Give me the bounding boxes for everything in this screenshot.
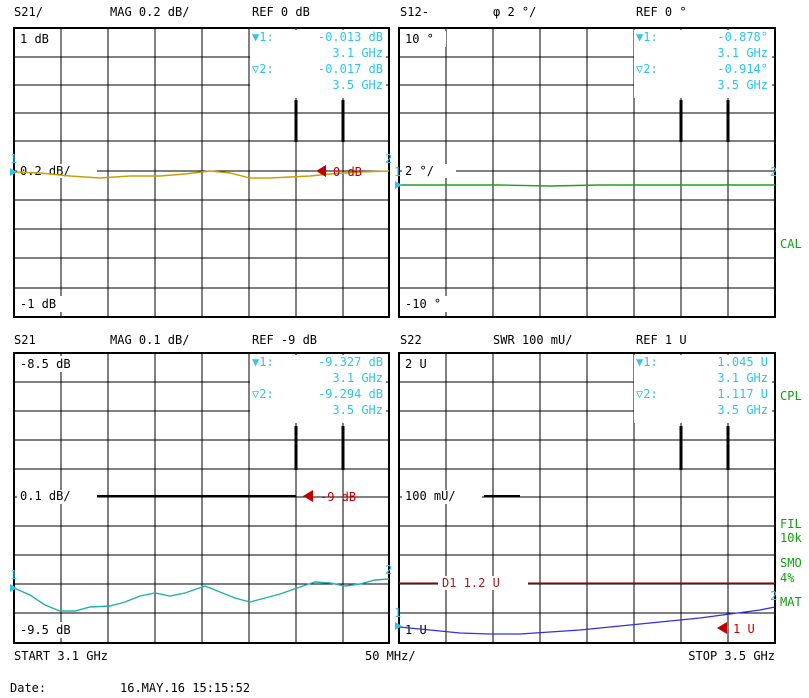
marker2-label: ▽2: [252,62,274,76]
panel-format: SWR 100 mU/ [493,333,572,347]
panel-s21-mag-fine: S21 MAG 0.1 dB/ REF -9 dB -8.5 dB -9.5 d… [10,333,392,644]
marker1-value: -0.878° [717,30,768,44]
panel-format: φ 2 °/ [493,5,536,19]
marker1-value: -9.327 dB [318,355,383,369]
date-value: 16.MAY.16 15:15:52 [120,681,250,695]
marker1-label: ▼1: [252,355,274,369]
panel-s12-phase: S12- φ 2 °/ REF 0 ° 10 ° -10 ° ▼1: -0.87… [394,5,777,318]
marker2-label: ▽2: [636,62,658,76]
side-label-fil: FIL [780,517,802,531]
panel-format: MAG 0.2 dB/ [110,5,189,19]
marker1-label: ▼1: [252,30,274,44]
trace-s21-fine [13,578,390,612]
panel-ref: REF 0 dB [252,5,310,19]
top-label: 1 dB [20,32,49,46]
limit-line-label: D1 1.2 U [442,576,500,590]
top-label: 10 ° [405,32,434,46]
marker2-freq: 3.5 GHz [717,403,768,417]
trace-s21-coarse [13,170,390,179]
trace-s22-swr [398,606,776,635]
trace-s12-phase [399,184,775,187]
ref-arrow [316,165,326,177]
marker1-triangle [10,168,17,176]
marker2-number: 2 [770,589,777,603]
panel-ref: REF 0 ° [636,5,687,19]
grid [399,353,775,643]
marker2-freq: 3.5 GHz [332,403,383,417]
marker1-triangle [10,584,17,592]
ref-marker: 0 dB [333,165,362,179]
marker1-label: ▼1: [636,355,658,369]
marker2-freq: 3.5 GHz [717,78,768,92]
marker1-number: 1 [10,568,17,582]
side-label-smo: SMO [780,556,802,570]
span-per-division: 50 MHz/ [365,649,416,663]
panel-ref: REF -9 dB [252,333,317,347]
start-frequency: START 3.1 GHz [14,649,108,663]
side-label-fil-value: 10k [780,531,802,545]
marker1-freq: 3.1 GHz [717,371,768,385]
top-label: -8.5 dB [20,357,71,371]
marker2-number: 2 [770,165,777,179]
side-status: CAL CPL FIL 10k SMO 4% MAT [780,237,802,609]
side-label-cpl: CPL [780,389,802,403]
ref-marker: -9 dB [320,490,356,504]
panel-s21-mag-coarse: S21/ MAG 0.2 dB/ REF 0 dB 1 dB -1 dB ▼1:… [10,5,392,318]
marker2-number: 2 [385,152,392,166]
panel-format: MAG 0.1 dB/ [110,333,189,347]
marker2-value: -0.914° [717,62,768,76]
marker1-label: ▼1: [636,30,658,44]
marker2-value: 1.117 U [717,387,768,401]
side-label-cal: CAL [780,237,802,251]
marker1-value: 1.045 U [717,355,768,369]
marker1-triangle [395,181,402,189]
marker2-number: 2 [385,563,392,577]
bottom-label: -9.5 dB [20,623,71,637]
panel-param: S21/ [14,5,43,19]
marker2-value: -0.017 dB [318,62,383,76]
plot-frame [398,27,776,318]
marker1-freq: 3.1 GHz [717,46,768,60]
grid [14,353,389,643]
plot-frame [13,352,390,644]
scale-label: 2 °/ [405,164,434,178]
marker1-freq: 3.1 GHz [332,46,383,60]
bottom-label: -10 ° [405,297,441,311]
marker2-label: ▽2: [252,387,274,401]
ref-arrow [717,622,727,634]
panel-ref: REF 1 U [636,333,687,347]
side-label-smo-value: 4% [780,571,795,585]
bottom-label: 1 U [405,623,427,637]
marker2-label: ▽2: [636,387,658,401]
ref-arrow [303,490,313,502]
marker1-triangle [395,622,402,630]
marker1-number: 1 [10,152,17,166]
marker1-number: 1 [394,606,401,620]
marker2-value: -9.294 dB [318,387,383,401]
marker1-value: -0.013 dB [318,30,383,44]
scale-label: 100 mU/ [405,489,456,503]
panel-param: S21 [14,333,36,347]
top-label: 2 U [405,357,427,371]
panel-param: S12- [400,5,429,19]
marker2-freq: 3.5 GHz [332,78,383,92]
plot-frame [398,352,776,644]
panel-param: S22 [400,333,422,347]
marker1-number: 1 [394,165,401,179]
stop-frequency: STOP 3.5 GHz [688,649,775,663]
panel-s22-swr: S22 SWR 100 mU/ REF 1 U 2 U ▼1: 1.045 U … [394,333,777,644]
ref-marker: 1 U [733,622,755,636]
scale-label: 0.1 dB/ [20,489,71,503]
date-label: Date: [10,681,46,695]
marker1-freq: 3.1 GHz [332,371,383,385]
footer: START 3.1 GHz 50 MHz/ STOP 3.5 GHz Date:… [10,649,775,695]
bottom-label: -1 dB [20,297,56,311]
side-label-mat: MAT [780,595,802,609]
